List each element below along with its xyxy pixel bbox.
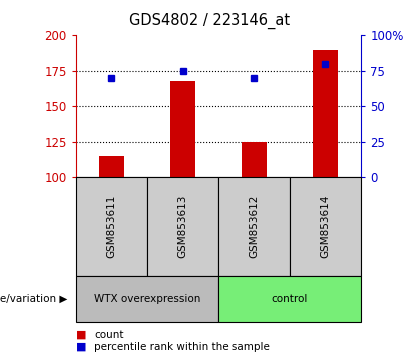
Text: GSM853612: GSM853612 xyxy=(249,195,259,258)
Text: GSM853614: GSM853614 xyxy=(320,195,331,258)
Bar xyxy=(170,81,195,177)
Text: GSM853611: GSM853611 xyxy=(106,195,116,258)
Text: ■: ■ xyxy=(76,342,86,352)
Bar xyxy=(313,50,338,177)
Text: control: control xyxy=(272,294,308,304)
Text: count: count xyxy=(94,330,124,339)
Bar xyxy=(241,142,267,177)
Text: GDS4802 / 223146_at: GDS4802 / 223146_at xyxy=(129,12,291,29)
Bar xyxy=(99,156,124,177)
Text: percentile rank within the sample: percentile rank within the sample xyxy=(94,342,270,352)
Text: GSM853613: GSM853613 xyxy=(178,195,188,258)
Text: genotype/variation ▶: genotype/variation ▶ xyxy=(0,294,67,304)
Text: ■: ■ xyxy=(76,330,86,339)
Text: WTX overexpression: WTX overexpression xyxy=(94,294,200,304)
